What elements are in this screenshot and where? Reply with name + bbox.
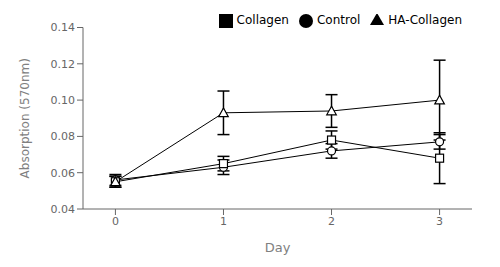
svg-text:0.08: 0.08 bbox=[51, 130, 76, 143]
svg-text:0: 0 bbox=[112, 215, 119, 228]
html-text:Control: Control bbox=[317, 13, 361, 27]
svg-text:0.10: 0.10 bbox=[51, 94, 76, 107]
svg-text:2: 2 bbox=[328, 215, 335, 228]
svg-text:1: 1 bbox=[220, 215, 227, 228]
svg-text:0.06: 0.06 bbox=[51, 167, 76, 180]
svg-text:Absorption (570nm): Absorption (570nm) bbox=[18, 58, 32, 178]
html-text:HA-Collagen: HA-Collagen bbox=[388, 13, 462, 27]
svg-text:0.04: 0.04 bbox=[51, 203, 76, 216]
html-text:Collagen: Collagen bbox=[236, 13, 289, 27]
svg-text:Day: Day bbox=[265, 240, 291, 255]
svg-text:0.14: 0.14 bbox=[51, 21, 76, 34]
svg-text:3: 3 bbox=[436, 215, 443, 228]
svg-text:0.12: 0.12 bbox=[51, 58, 76, 71]
